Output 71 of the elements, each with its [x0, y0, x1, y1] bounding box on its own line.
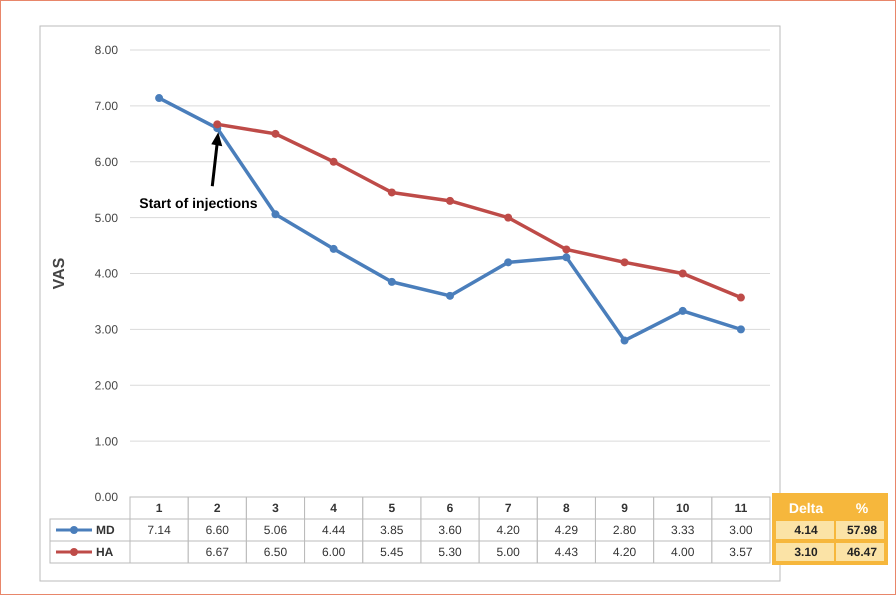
point	[562, 245, 570, 254]
x-tick-label: 6	[446, 501, 454, 516]
data-label: 6.67	[206, 545, 230, 560]
x-tick-label: 10	[676, 501, 690, 516]
data-label: 7.14	[147, 523, 172, 538]
data-label: 5.06	[264, 523, 288, 538]
data-label: 6.00	[322, 545, 346, 560]
x-tick-label: 1	[156, 501, 163, 516]
y-tick-label: 8.00	[94, 43, 118, 58]
y-tick-label: 3.00	[94, 322, 118, 337]
point	[271, 130, 280, 138]
data-label: 6.50	[264, 545, 288, 560]
x-tick-label: 7	[504, 501, 512, 516]
y-tick-label: 0.00	[94, 490, 118, 504]
data-label: 6.60	[206, 523, 230, 538]
point	[213, 120, 222, 128]
point	[388, 278, 396, 286]
point	[271, 210, 280, 218]
y-tick-label: 6.00	[94, 154, 118, 169]
y-axis-title: VAS	[51, 257, 68, 290]
point	[678, 306, 687, 315]
x-tick-label: 11	[734, 501, 748, 516]
text: Delta	[788, 500, 824, 516]
data-label: 5.00	[496, 545, 520, 560]
point	[620, 258, 629, 266]
data-label: 3.33	[671, 523, 695, 538]
point	[678, 270, 687, 278]
y-tick-label: 5.00	[94, 210, 118, 225]
legend-label: MD	[96, 523, 115, 538]
data-label: 5.45	[380, 545, 404, 560]
point	[504, 258, 512, 266]
data-label: 4.00	[671, 545, 695, 560]
legend-label: HA	[96, 545, 114, 560]
point	[155, 94, 164, 102]
point	[330, 244, 338, 253]
text: 57.98	[846, 523, 878, 538]
x-tick-label: 2	[214, 501, 221, 516]
data-label: 3.85	[380, 523, 404, 538]
data-label: 4.20	[496, 523, 520, 538]
data-label: 2.80	[612, 523, 637, 538]
point	[504, 214, 512, 222]
point	[330, 158, 338, 166]
point	[446, 196, 454, 205]
text: 46.47	[846, 545, 878, 560]
data-label: 3.00	[729, 523, 753, 538]
point	[620, 336, 629, 345]
point	[562, 253, 570, 262]
x-tick-label: 3	[272, 501, 280, 516]
data-label: 4.20	[612, 545, 637, 560]
data-label: 4.29	[554, 523, 578, 538]
annotation: Start of injections	[139, 195, 258, 212]
text: 4.14	[794, 523, 818, 538]
y-tick-label: 4.00	[94, 266, 118, 281]
point	[736, 294, 745, 302]
point	[388, 188, 396, 196]
text: %	[856, 500, 869, 516]
point	[446, 292, 454, 300]
data-label: 3.60	[438, 523, 462, 538]
y-tick-label: 7.00	[94, 99, 118, 114]
point	[736, 325, 745, 334]
data-label: 5.30	[438, 545, 462, 560]
data-label: 4.43	[554, 545, 578, 560]
x-tick-label: 8	[563, 501, 570, 516]
x-tick-label: 9	[621, 501, 628, 516]
text: 3.10	[794, 545, 818, 560]
data-label: 3.57	[729, 545, 753, 560]
data-label: 4.44	[322, 523, 346, 538]
x-tick-label: 4	[330, 501, 338, 516]
x-tick-label: 5	[388, 501, 396, 516]
y-tick-label: 1.00	[94, 434, 118, 448]
y-tick-label: 2.00	[94, 378, 118, 392]
